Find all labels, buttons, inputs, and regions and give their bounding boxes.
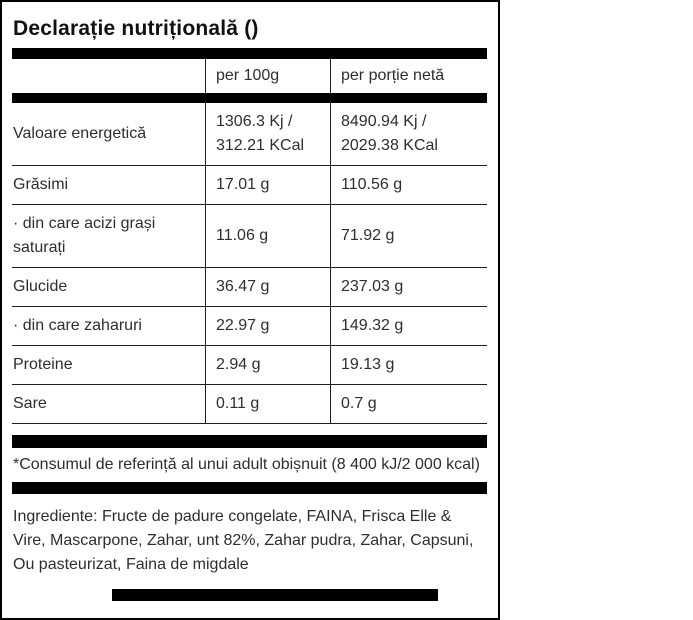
table-row-acizi-grasi-saturati: · din care acizi grași saturați 11.06 g … <box>12 205 487 268</box>
nutrient-label: Glucide <box>13 278 68 295</box>
table-row-proteine: Proteine 2.94 g 19.13 g <box>12 346 487 385</box>
nutrient-label: Sare <box>13 395 47 412</box>
value-per-portie: 19.13 g <box>330 346 487 384</box>
header-cell-per-100g: per 100g <box>205 59 330 93</box>
value-per-100g: 11.06 g <box>205 205 330 267</box>
divider-bar-bottom-clipped <box>112 589 438 601</box>
value-per-100g: 0.11 g <box>205 385 330 423</box>
value-per-100g: 36.47 g <box>205 268 330 306</box>
ingredients-text: Ingrediente: Fructe de padure congelate,… <box>13 508 474 573</box>
table-header: per 100g per porție netă <box>12 59 487 93</box>
value-per-portie: 110.56 g <box>330 166 487 204</box>
table-header-row: per 100g per porție netă <box>12 59 487 93</box>
table-row-zaharuri: · din care zaharuri 22.97 g 149.32 g <box>12 307 487 346</box>
table-row-valoare-energetica: Valoare energetică 1306.3 Kj / 312.21 KC… <box>12 103 487 166</box>
divider-bar-header <box>12 93 487 103</box>
reference-intake-footnote: *Consumul de referință al unui adult obi… <box>13 456 480 473</box>
nutrition-declaration-panel: Declarație nutrițională () per 100g per … <box>0 0 500 620</box>
page-title: Declarație nutrițională () <box>13 17 259 40</box>
divider-bar-title <box>12 48 487 59</box>
divider-bar-footnote-bottom <box>12 482 487 494</box>
value-per-100g: 17.01 g <box>205 166 330 204</box>
header-cell-empty <box>12 59 205 93</box>
value-per-100g: 22.97 g <box>205 307 330 345</box>
header-cell-per-portie-neta: per porție netă <box>330 59 487 93</box>
value-per-100g: 2.94 g <box>205 346 330 384</box>
table-row-grasimi: Grăsimi 17.01 g 110.56 g <box>12 166 487 205</box>
value-per-portie: 237.03 g <box>330 268 487 306</box>
value-per-portie: 8490.94 Kj / 2029.38 KCal <box>330 103 487 165</box>
nutrition-table-body: Valoare energetică 1306.3 Kj / 312.21 KC… <box>12 103 487 424</box>
divider-bar-footnote-top <box>12 435 487 448</box>
value-per-portie: 149.32 g <box>330 307 487 345</box>
value-per-portie: 0.7 g <box>330 385 487 423</box>
nutrient-label: Proteine <box>13 356 73 373</box>
table-row-glucide: Glucide 36.47 g 237.03 g <box>12 268 487 307</box>
nutrient-label: · din care acizi grași saturați <box>13 215 156 256</box>
value-per-portie: 71.92 g <box>330 205 487 267</box>
table-row-sare: Sare 0.11 g 0.7 g <box>12 385 487 424</box>
nutrient-label: · din care zaharuri <box>13 317 142 334</box>
nutrient-label: Valoare energetică <box>13 125 147 142</box>
value-per-100g: 1306.3 Kj / 312.21 KCal <box>205 103 330 165</box>
nutrient-label: Grăsimi <box>13 176 69 193</box>
